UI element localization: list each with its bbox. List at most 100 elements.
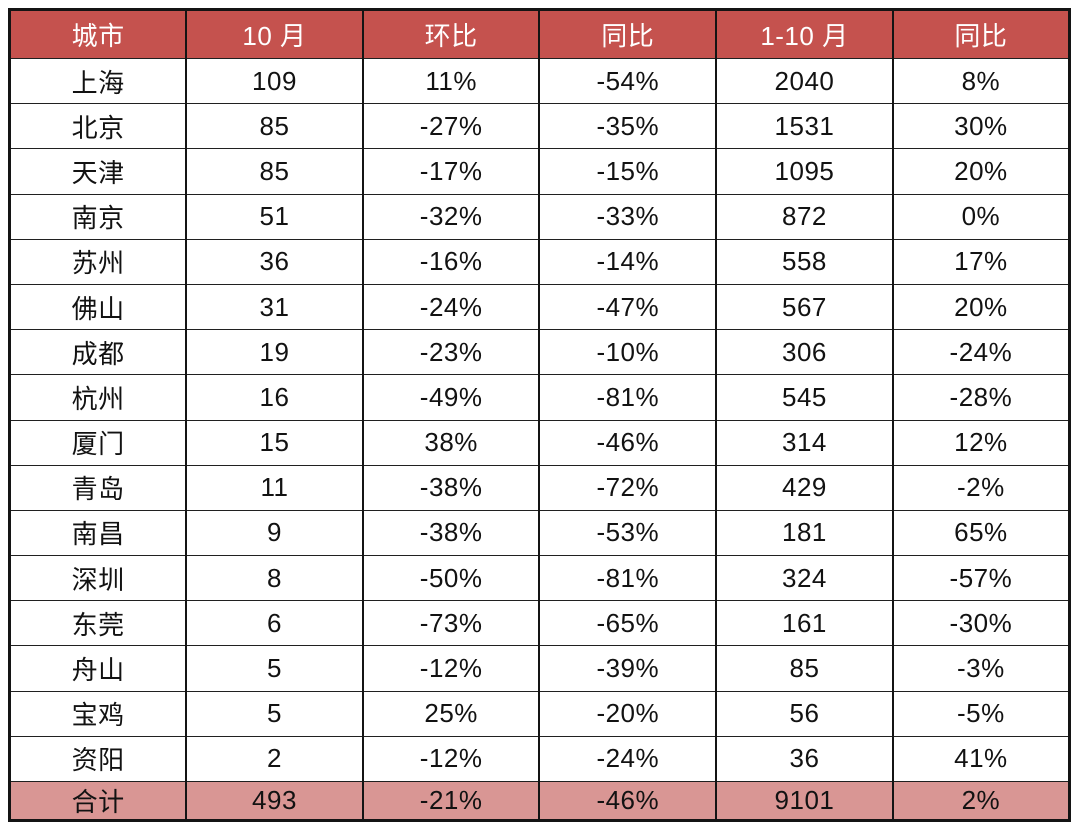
value-cell: 65%: [891, 509, 1071, 557]
value-cell: 11: [185, 464, 364, 511]
value-cell: -38%: [361, 509, 541, 557]
value-cell: 2: [185, 735, 364, 783]
value-cell: -12%: [361, 645, 541, 692]
city-data-table: 城市 10 月环比 同比 1-10 月同比 上海 109 11% -54% 2040 8% 北京 8…: [8, 8, 1071, 822]
value-cell: 324: [715, 555, 894, 602]
city-cell: 杭州: [8, 374, 188, 421]
header-cell-2: 环比: [361, 9, 541, 59]
table-row: 深圳 8 -50% -81% 324 -57%: [8, 555, 1071, 602]
value-cell: 545: [715, 374, 894, 421]
value-cell: 181: [715, 509, 894, 557]
table-row: 北京 85 -27% -35% 1531 30%: [8, 103, 1071, 150]
value-cell: -54%: [538, 57, 718, 105]
table-row: 佛山 31 -24% -47% 567 20%: [8, 283, 1071, 331]
city-cell: 上海: [8, 57, 188, 105]
value-cell: -12%: [361, 735, 541, 783]
table-row: 上海 109 11% -54% 2040 8%: [8, 57, 1071, 105]
city-cell: 宝鸡: [8, 690, 188, 737]
value-cell: -30%: [891, 600, 1071, 647]
value-cell: -2%: [891, 464, 1071, 511]
value-cell: 85: [715, 645, 894, 692]
table-row: 成都 19 -23% -10% 306 -24%: [8, 329, 1071, 376]
total-value-cell: -21%: [361, 781, 541, 821]
value-cell: 306: [715, 329, 894, 376]
value-cell: 17%: [891, 238, 1071, 285]
table-row: 东莞 6 -73% -65% 161 -30%: [8, 600, 1071, 647]
value-cell: -39%: [538, 645, 718, 692]
value-cell: 30%: [891, 103, 1071, 150]
value-cell: -32%: [361, 193, 541, 240]
value-cell: 1531: [715, 103, 894, 150]
value-cell: 8: [185, 555, 364, 602]
value-cell: 31: [185, 283, 364, 331]
city-cell: 深圳: [8, 555, 188, 602]
value-cell: 12%: [891, 419, 1071, 466]
value-cell: -28%: [891, 374, 1071, 421]
value-cell: 558: [715, 238, 894, 285]
value-cell: -24%: [538, 735, 718, 783]
value-cell: -27%: [361, 103, 541, 150]
city-cell: 成都: [8, 329, 188, 376]
value-cell: -72%: [538, 464, 718, 511]
value-cell: -38%: [361, 464, 541, 511]
table-header: 城市 10 月环比 同比 1-10 月同比: [8, 9, 1071, 59]
header-cell-5: 同比: [891, 9, 1071, 59]
value-cell: 872: [715, 193, 894, 240]
header-cell-3: 同比: [538, 9, 718, 59]
value-cell: 314: [715, 419, 894, 466]
total-value-cell: -46%: [538, 781, 718, 821]
table-row: 青岛 11 -38% -72% 429 -2%: [8, 464, 1071, 511]
city-cell: 南昌: [8, 509, 188, 557]
value-cell: 36: [185, 238, 364, 285]
city-cell: 佛山: [8, 283, 188, 331]
header-row: 城市 10 月环比 同比 1-10 月同比: [8, 9, 1071, 59]
city-cell: 资阳: [8, 735, 188, 783]
value-cell: -17%: [361, 148, 541, 195]
city-cell: 舟山: [8, 645, 188, 692]
city-cell: 东莞: [8, 600, 188, 647]
table-row: 南京 51 -32% -33% 872 0%: [8, 193, 1071, 240]
city-cell: 北京: [8, 103, 188, 150]
value-cell: -10%: [538, 329, 718, 376]
total-value-cell: 9101: [715, 781, 894, 821]
value-cell: -50%: [361, 555, 541, 602]
total-value-cell: 2%: [891, 781, 1071, 821]
value-cell: 36: [715, 735, 894, 783]
value-cell: -65%: [538, 600, 718, 647]
city-cell: 青岛: [8, 464, 188, 511]
header-cell-4: 1-10 月: [715, 9, 894, 59]
table-footer: 合计 493 -21% -46% 9101 2%: [8, 781, 1071, 821]
table-row: 宝鸡 5 25% -20% 56 -5%: [8, 690, 1071, 737]
total-value-cell: 493: [185, 781, 364, 821]
value-cell: 20%: [891, 148, 1071, 195]
value-cell: -73%: [361, 600, 541, 647]
value-cell: 567: [715, 283, 894, 331]
value-cell: -14%: [538, 238, 718, 285]
value-cell: 41%: [891, 735, 1071, 783]
value-cell: -33%: [538, 193, 718, 240]
value-cell: -49%: [361, 374, 541, 421]
value-cell: 161: [715, 600, 894, 647]
value-cell: 6: [185, 600, 364, 647]
value-cell: 9: [185, 509, 364, 557]
table-row: 杭州 16 -49% -81% 545 -28%: [8, 374, 1071, 421]
value-cell: -24%: [891, 329, 1071, 376]
value-cell: 109: [185, 57, 364, 105]
value-cell: 5: [185, 690, 364, 737]
value-cell: 5: [185, 645, 364, 692]
value-cell: -57%: [891, 555, 1071, 602]
value-cell: -20%: [538, 690, 718, 737]
value-cell: 85: [185, 103, 364, 150]
value-cell: 11%: [361, 57, 541, 105]
header-cell-1: 10 月: [185, 9, 364, 59]
value-cell: -81%: [538, 555, 718, 602]
value-cell: 8%: [891, 57, 1071, 105]
table-body: 上海 109 11% -54% 2040 8% 北京 85 -27% -35% 1531 30% 天津 8…: [8, 57, 1071, 783]
value-cell: 56: [715, 690, 894, 737]
value-cell: -5%: [891, 690, 1071, 737]
table-row: 天津 85 -17% -15% 1095 20%: [8, 148, 1071, 195]
value-cell: 2040: [715, 57, 894, 105]
value-cell: -23%: [361, 329, 541, 376]
value-cell: 51: [185, 193, 364, 240]
table-row: 舟山 5 -12% -39% 85 -3%: [8, 645, 1071, 692]
